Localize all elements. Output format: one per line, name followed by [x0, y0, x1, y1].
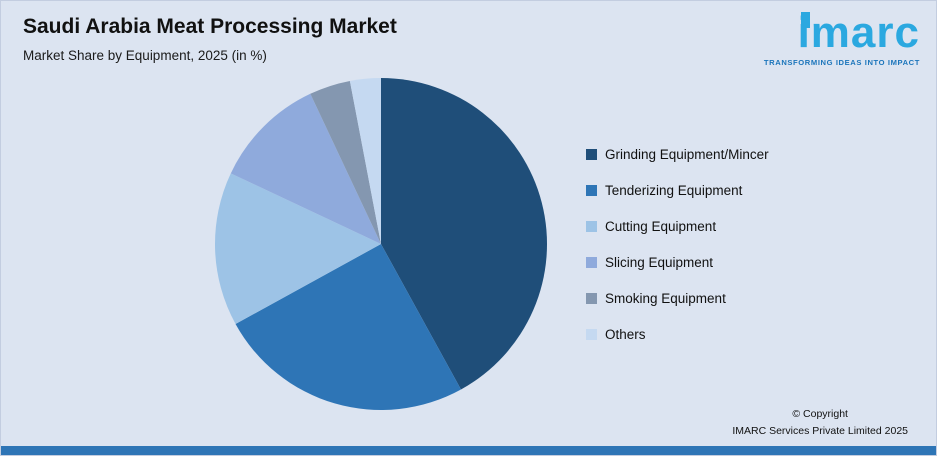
pie-slice-5: [349, 78, 381, 244]
legend-item-1: Tenderizing Equipment: [586, 183, 769, 198]
legend-label: Tenderizing Equipment: [605, 183, 743, 198]
copyright-line1: © Copyright: [792, 408, 848, 421]
bottom-accent-bar: [1, 446, 936, 455]
imarc-wordmark-text: imarc: [797, 8, 920, 57]
imarc-logo-bar-icon: [800, 12, 810, 28]
copyright-notice: © Copyright IMARC Services Private Limit…: [732, 406, 908, 439]
imarc-logo: imarc TRANSFORMING IDEAS INTO IMPACT: [763, 11, 920, 68]
legend-label: Smoking Equipment: [605, 291, 726, 306]
legend-item-2: Cutting Equipment: [586, 219, 769, 234]
legend-swatch-icon: [586, 329, 597, 340]
imarc-tagline: TRANSFORMING IDEAS INTO IMPACT: [763, 58, 920, 67]
legend-label: Grinding Equipment/Mincer: [605, 147, 769, 162]
pie-slice-2: [214, 173, 381, 324]
chart-legend: Grinding Equipment/Mincer Tenderizing Equ…: [586, 147, 769, 363]
pie-slice-0: [381, 78, 548, 390]
page-title: Saudi Arabia Meat Processing Market: [23, 15, 397, 38]
legend-swatch-icon: [586, 149, 597, 160]
pie-slice-4: [310, 80, 381, 244]
legend-label: Cutting Equipment: [605, 219, 717, 234]
copyright-line2: IMARC Services Private Limited 2025: [732, 424, 908, 437]
pie-chart: [214, 78, 548, 411]
legend-label: Others: [605, 327, 646, 342]
imarc-wordmark: imarc: [798, 11, 920, 55]
pie-slice-3: [230, 93, 381, 244]
legend-item-3: Slicing Equipment: [586, 255, 769, 270]
legend-swatch-icon: [586, 221, 597, 232]
legend-swatch-icon: [586, 293, 597, 304]
legend-item-5: Others: [586, 327, 769, 342]
legend-swatch-icon: [586, 185, 597, 196]
page-subtitle: Market Share by Equipment, 2025 (in %): [23, 48, 267, 63]
legend-label: Slicing Equipment: [605, 255, 714, 270]
pie-slice-1: [235, 244, 461, 411]
legend-item-4: Smoking Equipment: [586, 291, 769, 306]
legend-swatch-icon: [586, 257, 597, 268]
legend-item-0: Grinding Equipment/Mincer: [586, 147, 769, 162]
